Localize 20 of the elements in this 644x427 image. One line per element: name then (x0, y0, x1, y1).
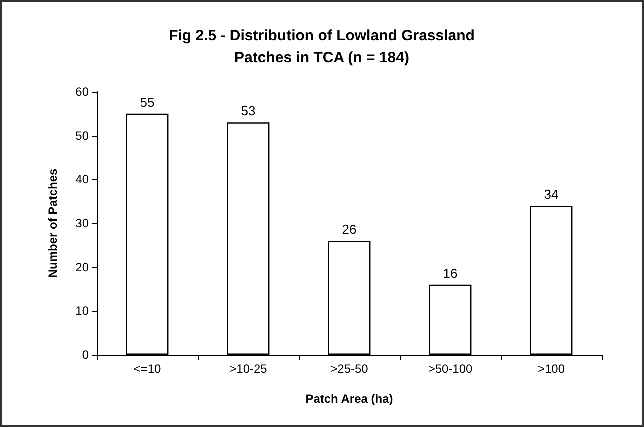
x-tick-label: >25-50 (330, 362, 369, 376)
data-label: 53 (241, 104, 256, 119)
x-tick-label: >100 (538, 362, 566, 376)
y-tick-label: 0 (82, 348, 90, 362)
data-label: 16 (443, 266, 458, 281)
x-tick-label: <=10 (134, 362, 162, 376)
y-axis-title: Number of Patches (46, 168, 60, 278)
y-tick-label: 50 (76, 128, 90, 143)
y-tick-label: 10 (76, 304, 90, 318)
y-tick-label: 20 (76, 260, 90, 274)
y-tick-label: 40 (76, 172, 90, 187)
data-label: 55 (140, 94, 155, 110)
y-tick-label: 30 (76, 216, 90, 230)
x-axis-title: Patch Area (ha) (306, 392, 394, 406)
x-tick-label: >50-100 (428, 362, 474, 376)
x-tick-label: >10-25 (230, 362, 268, 376)
chart-title: Fig 2.5 - Distribution of Lowland Grassland Patches in TCA (n = 184) (169, 28, 475, 66)
y-tick-label: 60 (76, 85, 90, 99)
data-label: 34 (544, 186, 559, 202)
data-label: 26 (342, 222, 357, 238)
